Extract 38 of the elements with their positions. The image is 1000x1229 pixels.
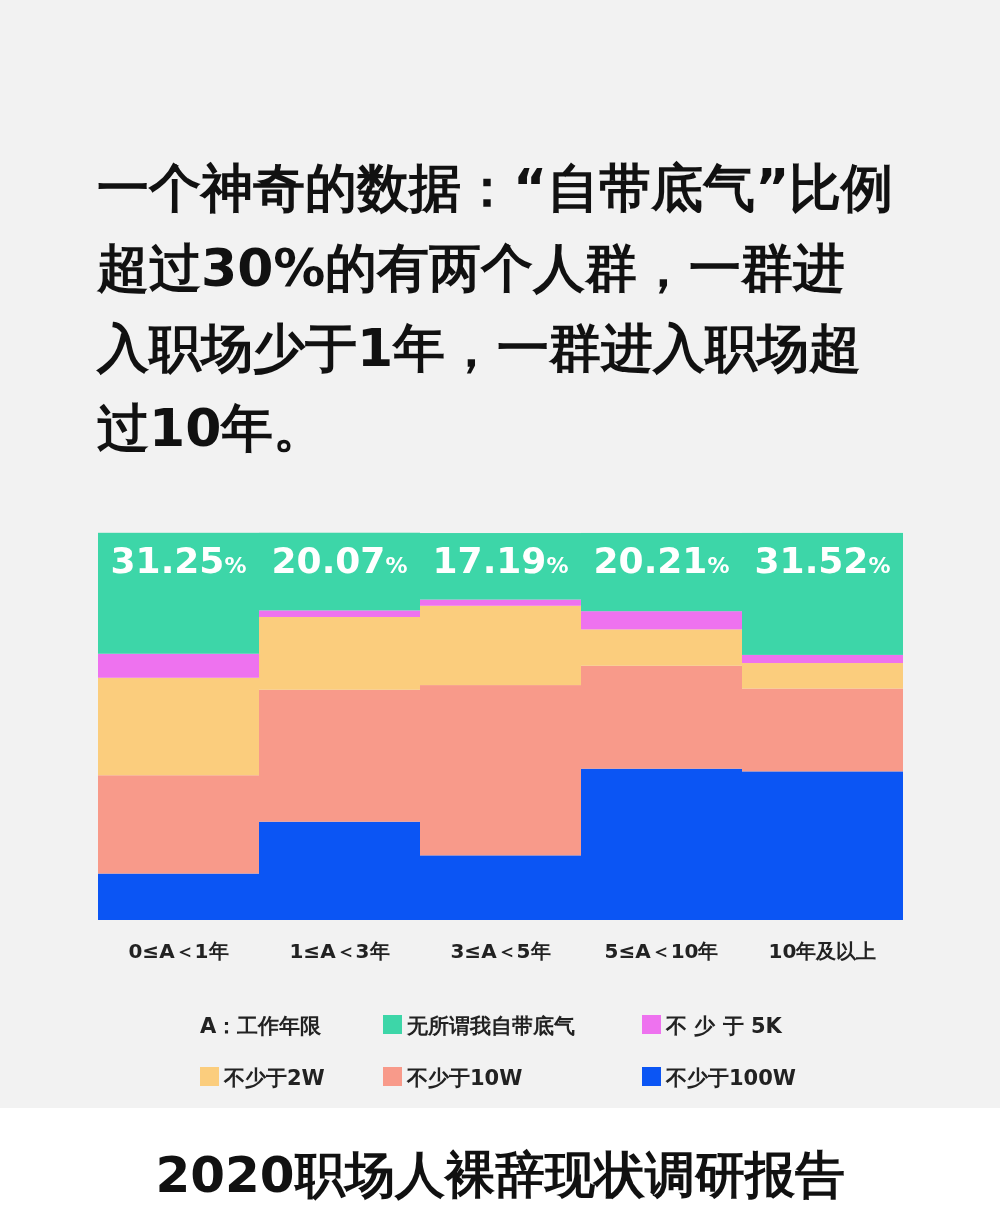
data-label: 31.52%	[754, 540, 891, 581]
legend-label: 无所谓我自带底气	[406, 1014, 575, 1038]
legend-label: 不少于10W	[406, 1066, 523, 1090]
bar	[259, 821, 420, 920]
legend-label: 不 少 于 5K	[665, 1014, 783, 1038]
legend-label: 不少于2W	[223, 1066, 325, 1090]
bar	[420, 599, 581, 606]
data-label: 20.21%	[593, 540, 730, 581]
x-tick-label: 5≤A＜10年	[604, 939, 719, 963]
bar	[98, 677, 259, 776]
data-label: 31.25%	[110, 540, 247, 581]
x-tick-label: 10年及以上	[768, 939, 877, 963]
legend-label: 不少于100W	[665, 1066, 796, 1090]
data-label: 17.19%	[432, 540, 569, 581]
x-tick-label: 0≤A＜1年	[128, 939, 229, 963]
bar	[742, 771, 903, 920]
x-tick-label: 3≤A＜5年	[450, 939, 551, 963]
bar	[742, 654, 903, 664]
text: 2020职场人裸辞现状调研报告	[154, 1145, 846, 1206]
bar	[98, 873, 259, 920]
bar	[259, 616, 420, 690]
bar	[742, 688, 903, 772]
legend-title: A：工作年限	[200, 1014, 323, 1038]
bar	[98, 532, 259, 654]
bar	[581, 611, 742, 630]
bar	[742, 663, 903, 689]
data-label: 20.07%	[271, 540, 408, 581]
x-tick-label: 1≤A＜3年	[289, 939, 390, 963]
chart-title: 一个神奇的数据：“自带底气”比例超过30%的有两个人群，一群进入职场少于1年，一群进入职场超过10年。	[97, 157, 895, 460]
bar	[581, 768, 742, 920]
bar	[420, 605, 581, 686]
bar	[420, 685, 581, 856]
bar	[259, 689, 420, 822]
bar	[259, 610, 420, 617]
bar	[98, 775, 259, 874]
bar	[742, 532, 903, 655]
bar	[98, 653, 259, 678]
bar	[581, 629, 742, 666]
